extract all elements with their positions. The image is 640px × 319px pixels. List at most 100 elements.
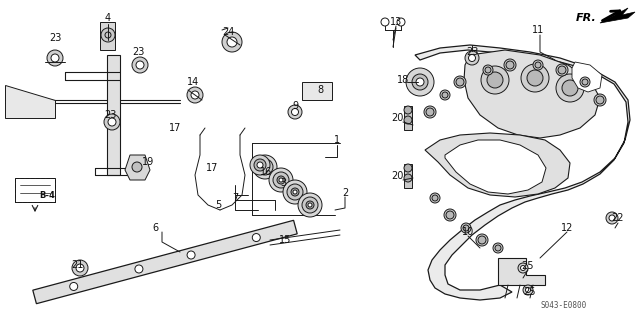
- Text: 2: 2: [342, 188, 348, 198]
- Text: 23: 23: [466, 47, 478, 57]
- Circle shape: [308, 203, 312, 207]
- Circle shape: [257, 162, 263, 168]
- Text: 13: 13: [390, 17, 402, 27]
- Circle shape: [446, 211, 454, 219]
- Circle shape: [424, 106, 436, 118]
- Polygon shape: [302, 82, 332, 100]
- Text: 9: 9: [292, 101, 298, 111]
- Text: 10: 10: [462, 227, 474, 237]
- Circle shape: [506, 61, 514, 69]
- Circle shape: [287, 184, 303, 200]
- Circle shape: [525, 287, 531, 293]
- Circle shape: [47, 50, 63, 66]
- Circle shape: [187, 87, 203, 103]
- Text: 14: 14: [187, 77, 199, 87]
- Circle shape: [101, 28, 115, 42]
- Circle shape: [283, 180, 307, 204]
- Circle shape: [476, 234, 488, 246]
- Circle shape: [108, 118, 116, 126]
- Circle shape: [291, 188, 299, 196]
- Text: 17: 17: [169, 123, 181, 133]
- Text: 23: 23: [104, 110, 116, 120]
- Circle shape: [487, 72, 503, 88]
- Text: 21: 21: [71, 260, 83, 270]
- Text: S043-E0800: S043-E0800: [541, 301, 587, 310]
- Polygon shape: [425, 133, 570, 197]
- Circle shape: [273, 172, 289, 188]
- Circle shape: [288, 105, 302, 119]
- Circle shape: [442, 92, 448, 98]
- Polygon shape: [600, 8, 635, 23]
- Text: 23: 23: [132, 47, 144, 57]
- Circle shape: [277, 176, 285, 184]
- Circle shape: [279, 178, 283, 182]
- Text: 25: 25: [522, 261, 534, 271]
- Text: 6: 6: [152, 223, 158, 233]
- Circle shape: [430, 193, 440, 203]
- Circle shape: [558, 66, 566, 74]
- Circle shape: [580, 77, 590, 87]
- Circle shape: [485, 67, 491, 73]
- Circle shape: [523, 285, 533, 295]
- Polygon shape: [125, 155, 150, 180]
- Text: 8: 8: [317, 85, 323, 95]
- Circle shape: [132, 57, 148, 73]
- Text: 20: 20: [391, 113, 403, 123]
- Circle shape: [70, 282, 77, 291]
- Circle shape: [227, 37, 237, 47]
- Polygon shape: [404, 106, 412, 130]
- Text: 17: 17: [206, 163, 218, 173]
- Circle shape: [426, 108, 434, 116]
- Circle shape: [404, 106, 412, 114]
- Polygon shape: [445, 140, 546, 194]
- Circle shape: [298, 193, 322, 217]
- Text: 4: 4: [105, 13, 111, 23]
- Text: 12: 12: [561, 223, 573, 233]
- Circle shape: [483, 65, 493, 75]
- Text: 24: 24: [222, 27, 234, 37]
- Circle shape: [51, 54, 59, 62]
- Circle shape: [257, 159, 273, 175]
- Polygon shape: [404, 164, 412, 188]
- Circle shape: [416, 78, 424, 86]
- Circle shape: [596, 96, 604, 104]
- Circle shape: [306, 201, 314, 209]
- Circle shape: [533, 60, 543, 70]
- Circle shape: [187, 251, 195, 259]
- Circle shape: [495, 245, 501, 251]
- Circle shape: [269, 168, 293, 192]
- Polygon shape: [100, 22, 115, 50]
- Text: 7: 7: [232, 193, 238, 203]
- Circle shape: [381, 18, 389, 26]
- Circle shape: [432, 195, 438, 201]
- Text: 25: 25: [524, 287, 536, 297]
- Circle shape: [535, 62, 541, 68]
- Text: 1: 1: [334, 135, 340, 145]
- Polygon shape: [415, 45, 630, 300]
- Circle shape: [521, 64, 549, 92]
- Text: FR.: FR.: [576, 13, 597, 23]
- Circle shape: [252, 234, 260, 241]
- Circle shape: [456, 78, 464, 86]
- Circle shape: [254, 159, 266, 171]
- Text: 23: 23: [49, 33, 61, 43]
- Polygon shape: [107, 55, 120, 175]
- Circle shape: [404, 174, 412, 182]
- Circle shape: [527, 70, 543, 86]
- Polygon shape: [572, 62, 602, 92]
- Circle shape: [261, 163, 269, 171]
- Circle shape: [518, 263, 528, 273]
- Circle shape: [135, 265, 143, 273]
- Circle shape: [465, 51, 479, 65]
- Circle shape: [293, 190, 297, 194]
- Circle shape: [250, 155, 270, 175]
- Circle shape: [481, 66, 509, 94]
- Text: 19: 19: [142, 157, 154, 167]
- Circle shape: [263, 165, 267, 169]
- Circle shape: [72, 260, 88, 276]
- Circle shape: [404, 116, 412, 124]
- Circle shape: [191, 91, 199, 99]
- Circle shape: [253, 155, 277, 179]
- Circle shape: [444, 209, 456, 221]
- Polygon shape: [498, 258, 545, 285]
